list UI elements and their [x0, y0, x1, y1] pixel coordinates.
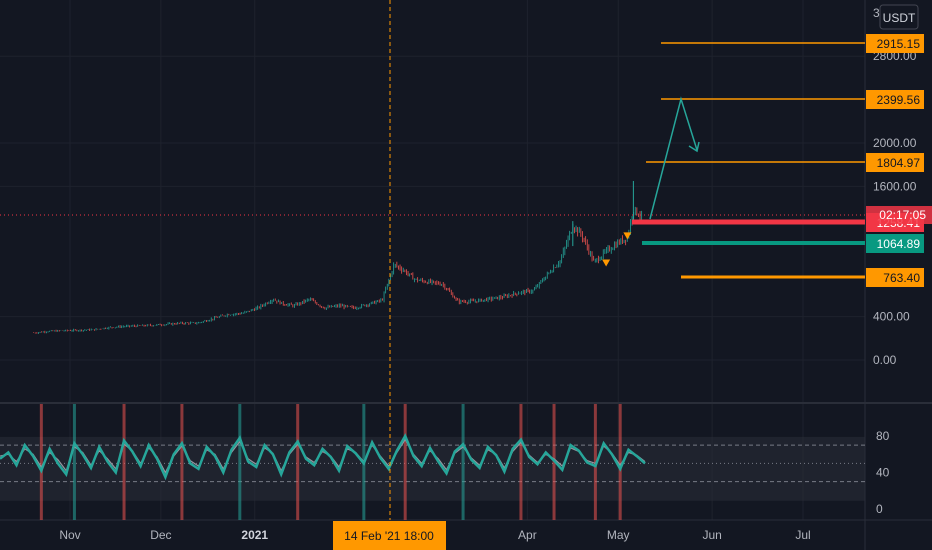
oscillator-signal-bar [461, 404, 465, 520]
level-price-tag [866, 268, 924, 287]
time-axis-tick-label: Jun [702, 528, 721, 542]
level-lines [632, 42, 865, 279]
level-price-tag [866, 153, 924, 172]
time-axis-tick-label: Apr [518, 528, 537, 542]
price-axis-tick-label: 3 [873, 6, 880, 20]
price-candles [33, 180, 643, 334]
crosshair-date-tag [333, 521, 446, 550]
oscillator-signal-bar [403, 404, 407, 520]
level-price-tag [866, 234, 924, 253]
oscillator-signal-bar [593, 404, 597, 520]
level-price-tag [866, 90, 924, 109]
oscillator-series-line [0, 433, 646, 481]
oscillator-axis-tick-label: 80 [876, 429, 890, 443]
time-axis-tick-label: Nov [59, 528, 80, 542]
level-price-label: 2399.56 [877, 93, 921, 107]
currency-badge[interactable] [879, 4, 919, 30]
oscillator-signal-bar [618, 404, 622, 520]
level-price-label: 1064.89 [877, 237, 921, 251]
time-axis-tick-label: Dec [150, 528, 171, 542]
oscillator-signal-bar [72, 404, 76, 520]
oscillator-signal-bar [519, 404, 523, 520]
countdown-tag [866, 206, 932, 224]
signal-marker [623, 232, 632, 240]
crosshair-date-label: 14 Feb '21 18:00 [344, 529, 434, 543]
price-axis-tick-label: 2000.00 [873, 136, 917, 150]
time-axis-tick-label: 2021 [241, 528, 268, 542]
price-pane [0, 180, 865, 334]
projection-path [649, 96, 698, 220]
currency-label: USDT [883, 11, 916, 25]
time-axis-tick-label: May [607, 528, 630, 542]
oscillator-signal-bar [296, 404, 300, 520]
level-price-label: 763.40 [883, 271, 920, 285]
oscillator-signal-bar [122, 404, 126, 520]
price-axis-tick-label: 0.00 [873, 353, 897, 367]
oscillator-signal-bar [39, 404, 43, 520]
oscillator-axis-tick-label: 0 [876, 502, 883, 516]
level-price-label: 2915.15 [877, 37, 921, 51]
signal-marker [602, 259, 611, 267]
oscillator-signal-bar [238, 404, 242, 520]
price-axis-tick-label: 400.00 [873, 310, 910, 324]
price-axis-tick-label: 1600.00 [873, 179, 917, 193]
oscillator-band [0, 436, 865, 501]
level-price-tag [866, 34, 924, 53]
oscillator-signal-bar [180, 404, 184, 520]
oscillator-axis-tick-label: 40 [876, 466, 890, 480]
time-axis-tick-label: Jul [795, 528, 810, 542]
crosshair: 14 Feb '21 18:00 [333, 0, 446, 550]
countdown-label: 02:17:05 [879, 208, 926, 222]
level-price-label: 1804.97 [877, 156, 921, 170]
oscillator-pane [0, 404, 865, 520]
projection-arrowhead [688, 141, 700, 153]
